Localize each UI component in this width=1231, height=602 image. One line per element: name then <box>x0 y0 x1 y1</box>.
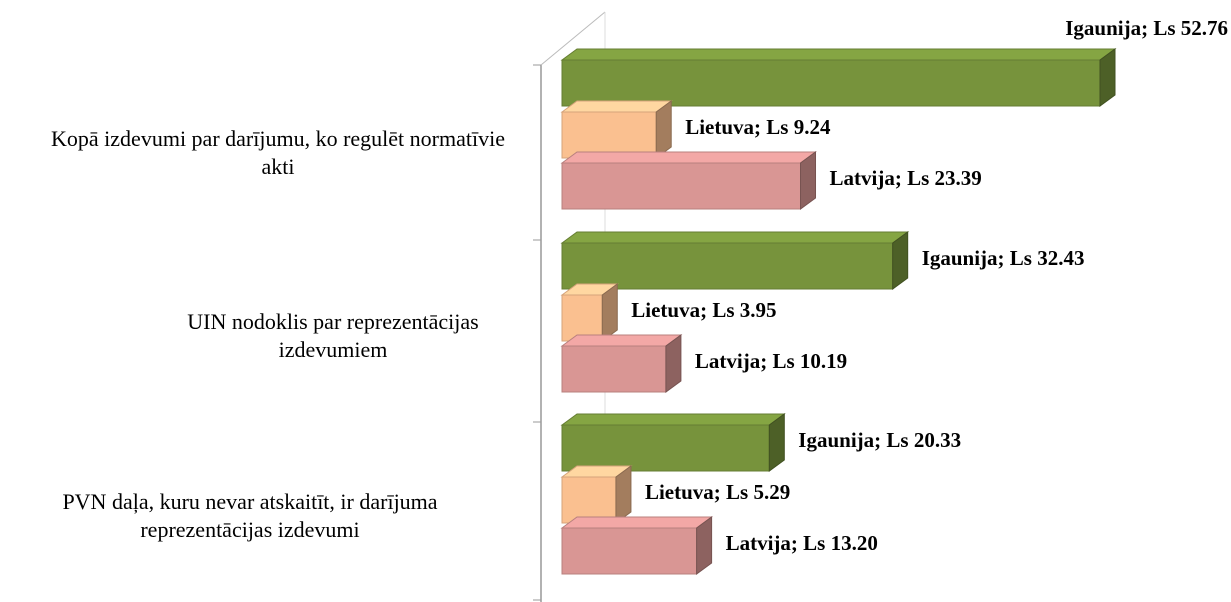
bar <box>561 476 617 524</box>
bar-top <box>560 413 786 426</box>
bar-top <box>560 100 673 113</box>
bar-top <box>560 516 714 529</box>
bar-top <box>560 151 818 164</box>
bar-side <box>892 231 909 290</box>
bar-side <box>601 283 618 342</box>
bar-side <box>1099 48 1116 107</box>
bar-top <box>560 334 683 347</box>
data-label: Lietuva; Ls 5.29 <box>645 480 790 504</box>
bar-top <box>560 48 1117 61</box>
category-label: UIN nodoklis par reprezentācijas izdevum… <box>187 309 479 362</box>
bar-side <box>768 413 785 472</box>
data-label: Lietuva; Ls 9.24 <box>685 115 831 139</box>
data-label: Latvija; Ls 23.39 <box>830 166 982 190</box>
bar-top <box>560 231 910 244</box>
bar <box>561 162 802 210</box>
bar-side <box>655 100 672 159</box>
category-label: PVN daļa, kuru nevar atskaitīt, ir darīj… <box>62 489 438 542</box>
bar-side <box>665 334 682 393</box>
bar-side <box>615 465 632 524</box>
bar-side <box>696 516 713 575</box>
data-label: Igaunija; Ls 20.33 <box>798 428 961 452</box>
bar <box>561 59 1101 107</box>
data-label: Igaunija; Ls 52.76 <box>1065 16 1228 40</box>
category-label: Kopā izdevumi par darījumu, ko regulēt n… <box>51 126 505 179</box>
bar <box>561 424 770 472</box>
bar <box>561 527 698 575</box>
bar <box>561 242 894 290</box>
data-label: Latvija; Ls 13.20 <box>726 531 878 555</box>
bar <box>561 111 657 159</box>
data-label: Lietuva; Ls 3.95 <box>631 298 776 322</box>
bar <box>561 345 667 393</box>
data-label: Igaunija; Ls 32.43 <box>922 246 1085 270</box>
bar-side <box>800 151 817 210</box>
axis-depth <box>540 11 606 66</box>
data-label: Latvija; Ls 10.19 <box>695 349 847 373</box>
bar <box>561 294 603 342</box>
